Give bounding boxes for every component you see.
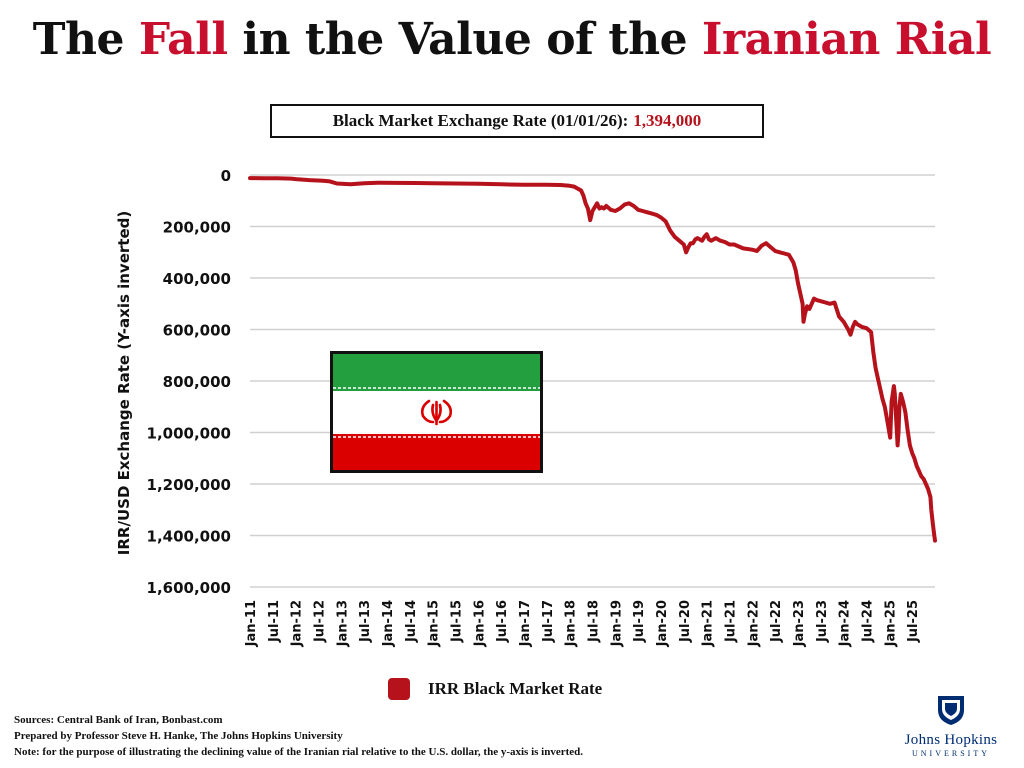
x-tick-label: Jan-20 (655, 600, 670, 647)
chart-legend: IRR Black Market Rate (388, 678, 602, 700)
irr-black-market-rate-line (248, 176, 937, 543)
y-tick-label: 400,000 (163, 270, 231, 288)
x-tick-label: Jan-12 (290, 600, 305, 647)
x-tick-label: Jul-22 (769, 600, 784, 643)
x-tick-label: Jul-14 (404, 600, 419, 643)
legend-swatch (388, 678, 410, 700)
logo-name: Johns Hopkins (904, 732, 998, 748)
chart-title: The Fall in the Value of the Iranian Ria… (0, 14, 1024, 65)
x-tick-label: Jan-22 (746, 600, 761, 647)
x-tick-label: Jul-24 (861, 600, 876, 643)
x-axis-tick-labels: Jan-11 Jul-11 Jan-12 Jul-12 Jan-13 Jul-13 Jan-… (244, 600, 921, 647)
flag-red-stripe (333, 434, 540, 470)
x-tick-label: Jan-18 (564, 600, 579, 647)
x-tick-label: Jan-11 (244, 600, 259, 647)
y-tick-label: 1,000,000 (147, 425, 231, 443)
exchange-rate-chart: 0 200,000 400,000 600,000 800,000 1,000,000 1,… (115, 167, 937, 647)
footer-note: Note: for the purpose of illustrating th… (14, 746, 584, 758)
chart-footer: Sources: Central Bank of Iran, Bonbast.c… (14, 712, 583, 760)
title-part-3: in the Value of the (227, 14, 702, 65)
x-tick-label: Jul-13 (358, 600, 373, 643)
x-tick-label: Jan-16 (472, 600, 487, 647)
x-tick-label: Jan-21 (701, 600, 716, 647)
x-tick-label: Jul-17 (541, 600, 556, 643)
x-tick-label: Jan-13 (335, 600, 350, 647)
exchange-rate-box: Black Market Exchange Rate (01/01/26): 1… (270, 104, 764, 138)
x-tick-label: Jul-15 (450, 600, 465, 643)
flag-emblem (420, 399, 453, 426)
footer-sources: Sources: Central Bank of Iran, Bonbast.c… (14, 714, 223, 726)
x-tick-label: Jan-15 (427, 600, 442, 647)
y-tick-label: 600,000 (163, 322, 231, 340)
x-tick-label: Jul-23 (815, 600, 830, 643)
y-tick-label: 0 (221, 167, 231, 185)
x-tick-label: Jan-25 (883, 600, 898, 647)
x-tick-label: Jul-16 (495, 600, 510, 643)
flag-frame (330, 351, 543, 473)
johns-hopkins-logo: Johns Hopkins UNIVERSITY (884, 694, 1018, 758)
footer-prepared-by: Prepared by Professor Steve H. Hanke, Th… (14, 730, 343, 742)
x-tick-label: Jan-19 (609, 600, 624, 647)
iran-flag-image (330, 351, 543, 473)
y-tick-label: 800,000 (163, 373, 231, 391)
x-tick-label: Jan-14 (381, 600, 396, 647)
y-tick-label: 1,600,000 (147, 579, 231, 597)
x-tick-label: Jul-19 (632, 600, 647, 643)
x-tick-label: Jan-17 (518, 600, 533, 647)
x-tick-label: Jan-24 (838, 600, 853, 647)
x-tick-label: Jul-21 (724, 600, 739, 643)
x-tick-label: Jan-23 (792, 600, 807, 647)
y-tick-label: 1,200,000 (147, 476, 231, 494)
x-tick-label: Jul-20 (678, 600, 693, 643)
x-tick-label: Jul-18 (587, 600, 602, 643)
title-fall-word: Fall (138, 14, 228, 65)
exchange-rate-value: 1,394,000 (633, 111, 702, 130)
title-part-1: The (32, 14, 139, 65)
x-tick-label: Jul-25 (906, 600, 921, 643)
exchange-rate-label: Black Market Exchange Rate (01/01/26): (332, 111, 629, 130)
x-tick-label: Jul-11 (267, 600, 282, 643)
shield-icon (938, 696, 964, 725)
y-tick-label: 200,000 (163, 219, 231, 237)
legend-label: IRR Black Market Rate (428, 679, 603, 698)
logo-subtitle: UNIVERSITY (912, 749, 990, 758)
y-axis-label: IRR/USD Exchange Rate (Y-axis inverted) (115, 211, 133, 555)
x-tick-label: Jul-12 (313, 600, 328, 643)
flag-green-stripe (333, 354, 540, 391)
title-iranian-rial: Iranian Rial (701, 14, 992, 65)
y-axis-tick-labels: 0 200,000 400,000 600,000 800,000 1,000,000 1,… (147, 167, 231, 597)
y-tick-label: 1,400,000 (147, 528, 231, 546)
